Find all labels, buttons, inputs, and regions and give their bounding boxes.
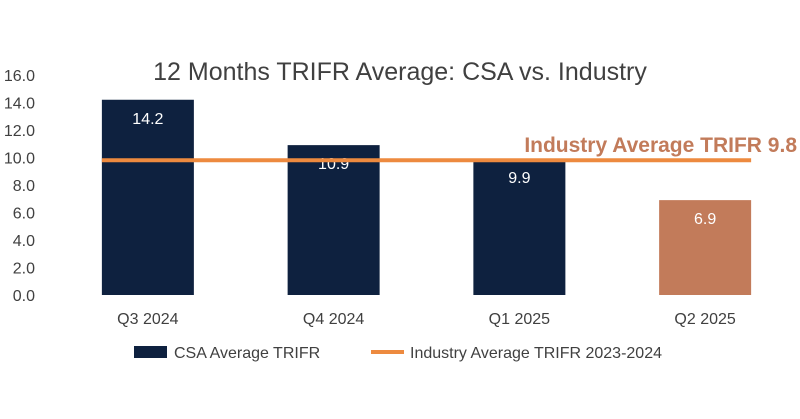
- legend-label-csa: CSA Average TRIFR: [174, 345, 320, 362]
- y-tick-label: 6.0: [13, 206, 35, 223]
- y-tick-label: 2.0: [13, 261, 35, 278]
- chart-title: 12 Months TRIFR Average: CSA vs. Industr…: [153, 58, 647, 86]
- legend-label-industry: Industry Average TRIFR 2023-2024: [410, 345, 662, 362]
- y-tick-label: 16.0: [4, 68, 35, 85]
- bar-q1-2025: [473, 158, 566, 295]
- x-category-label: Q1 2025: [489, 311, 550, 328]
- bar-data-label: 6.9: [694, 211, 716, 228]
- bar-series: 14.210.99.96.9: [101, 99, 752, 295]
- bar-q4-2024: [287, 145, 380, 295]
- x-category-label: Q3 2024: [117, 311, 178, 328]
- industry-average-annotation: Industry Average TRIFR 9.8: [524, 134, 797, 157]
- y-axis-ticks: 0.0 2.0 4.0 6.0 8.0 10.0 12.0 14.0 16.0: [4, 68, 35, 305]
- y-tick-label: 0.0: [13, 288, 35, 305]
- bar-q3-2024: [101, 99, 194, 295]
- bar-data-label: 14.2: [132, 111, 163, 128]
- x-axis-categories: Q3 2024 Q4 2024 Q1 2025 Q2 2025: [117, 311, 736, 328]
- x-category-label: Q2 2025: [674, 311, 735, 328]
- bar-q2-2025: [659, 200, 752, 295]
- x-category-label: Q4 2024: [303, 311, 364, 328]
- y-tick-label: 8.0: [13, 178, 35, 195]
- y-tick-label: 12.0: [4, 123, 35, 140]
- legend[interactable]: CSA Average TRIFR Industry Average TRIFR…: [134, 345, 662, 362]
- y-tick-label: 10.0: [4, 151, 35, 168]
- legend-swatch-csa: [134, 346, 167, 358]
- bar-data-label: 9.9: [508, 170, 530, 187]
- y-tick-label: 14.0: [4, 96, 35, 113]
- y-tick-label: 4.0: [13, 233, 35, 250]
